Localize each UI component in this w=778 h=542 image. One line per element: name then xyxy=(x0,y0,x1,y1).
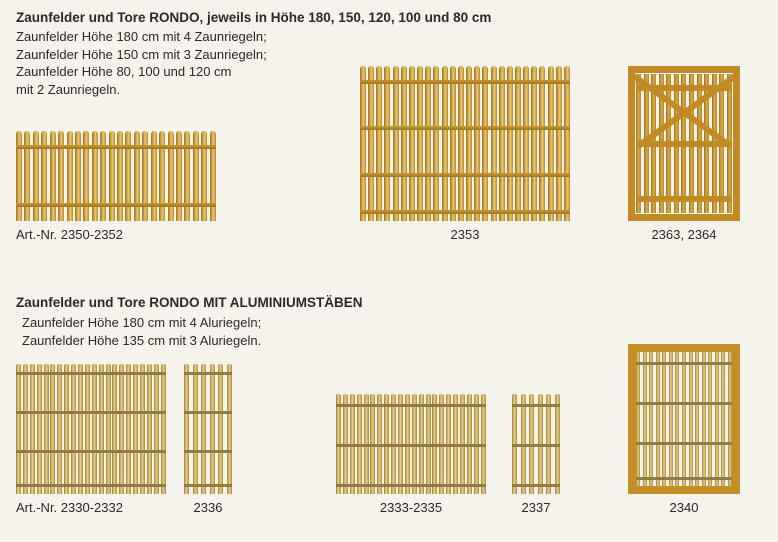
product-caption: 2336 xyxy=(184,500,232,515)
gate-illustration xyxy=(628,344,740,494)
product-2330: Art.-Nr. 2330-2332 xyxy=(16,364,166,515)
fence-illustration xyxy=(16,131,216,221)
desc-line: Zaunfelder Höhe 180 cm mit 4 Aluriegeln; xyxy=(22,314,261,332)
product-caption: 2353 xyxy=(360,227,570,242)
fence-illustration xyxy=(512,394,560,494)
section2-title: Zaunfelder und Tore RONDO MIT ALUMINIUMS… xyxy=(16,295,363,310)
product-2363: 2363, 2364 xyxy=(628,66,740,242)
product-caption: 2363, 2364 xyxy=(628,227,740,242)
product-caption: Art.-Nr. 2330-2332 xyxy=(16,500,166,515)
desc-line: Zaunfelder Höhe 180 cm mit 4 Zaunriegeln… xyxy=(16,28,267,46)
product-2353: 2353 xyxy=(360,66,570,242)
section2-desc: Zaunfelder Höhe 180 cm mit 4 Aluriegeln;… xyxy=(22,314,261,349)
product-2336: 2336 xyxy=(184,364,232,515)
desc-line: Zaunfelder Höhe 135 cm mit 3 Aluriegeln. xyxy=(22,332,261,350)
product-caption: 2340 xyxy=(628,500,740,515)
product-2337: 2337 xyxy=(512,394,560,515)
product-caption: 2337 xyxy=(512,500,560,515)
product-2350: Art.-Nr. 2350-2352 xyxy=(16,131,216,242)
product-caption: 2333-2335 xyxy=(336,500,486,515)
product-2333: 2333-2335 xyxy=(336,394,486,515)
section1-title: Zaunfelder und Tore RONDO, jeweils in Hö… xyxy=(16,10,491,25)
fence-illustration xyxy=(336,394,486,494)
fence-illustration xyxy=(360,66,570,221)
section1-row: Art.-Nr. 2350-2352 2353 2363, 2364 xyxy=(16,72,762,242)
gate-illustration xyxy=(628,66,740,221)
product-2340: 2340 xyxy=(628,344,740,515)
section2-row: Art.-Nr. 2330-2332 2336 2333-2335 2337 2… xyxy=(16,360,762,515)
desc-line: Zaunfelder Höhe 150 cm mit 3 Zaunriegeln… xyxy=(16,46,267,64)
fence-illustration xyxy=(16,364,166,494)
product-caption: Art.-Nr. 2350-2352 xyxy=(16,227,216,242)
fence-illustration xyxy=(184,364,232,494)
